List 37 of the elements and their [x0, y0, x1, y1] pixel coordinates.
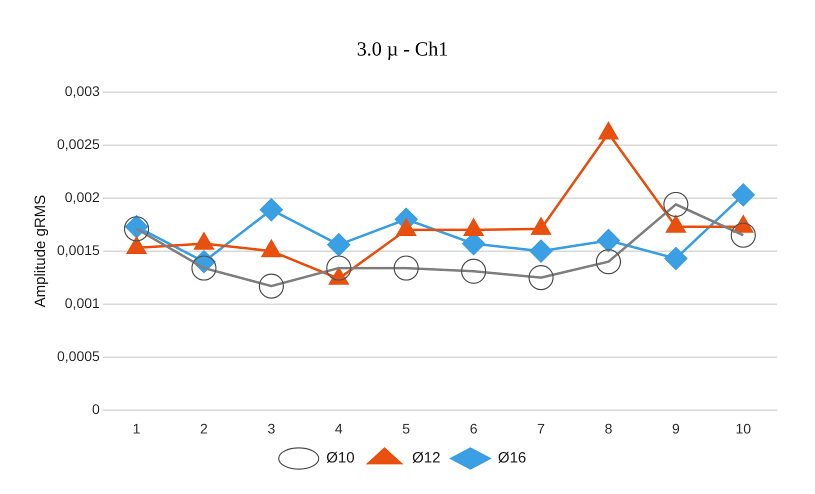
- legend-label: Ø12: [412, 450, 440, 467]
- point: [596, 249, 622, 274]
- x-tick-label: 1: [132, 420, 141, 436]
- y-tick-label: 0,0025: [56, 136, 100, 152]
- point: [461, 258, 486, 284]
- point: [732, 183, 755, 206]
- y-tick-label: 0: [92, 401, 100, 418]
- point: [327, 233, 350, 256]
- y-tick-label: 0,0005: [56, 348, 100, 364]
- x-tick-label: 7: [537, 420, 546, 436]
- point: [258, 274, 284, 299]
- point: [529, 240, 553, 263]
- legend-label: Ø16: [498, 450, 526, 467]
- x-tick-label: 5: [402, 420, 410, 436]
- point: [394, 255, 419, 281]
- x-tick-label: 6: [470, 420, 478, 436]
- x-tick-label: 2: [200, 420, 208, 436]
- legend-label: Ø10: [326, 450, 355, 467]
- point: [191, 255, 217, 281]
- point: [326, 255, 352, 281]
- y-axis-title: Amplitude gRMS: [32, 194, 50, 308]
- x-tick-label: 10: [736, 420, 752, 436]
- x-tick-label: 8: [604, 420, 613, 436]
- y-tick-label: 0,003: [64, 82, 100, 99]
- y-tick-label: 0,002: [64, 188, 100, 205]
- point: [596, 228, 620, 252]
- point: [664, 246, 688, 270]
- point: [260, 198, 283, 222]
- point: [663, 192, 688, 218]
- point: [528, 265, 554, 290]
- y-tick-label: 0,001: [64, 294, 100, 311]
- x-tick-label: 3: [267, 420, 276, 436]
- chart-title: 3.0 µ - Ch1: [356, 38, 448, 60]
- x-tick-label: 4: [334, 420, 343, 436]
- y-tick-label: 0,0015: [56, 242, 100, 258]
- point: [730, 222, 756, 248]
- x-tick-label: 9: [672, 420, 680, 436]
